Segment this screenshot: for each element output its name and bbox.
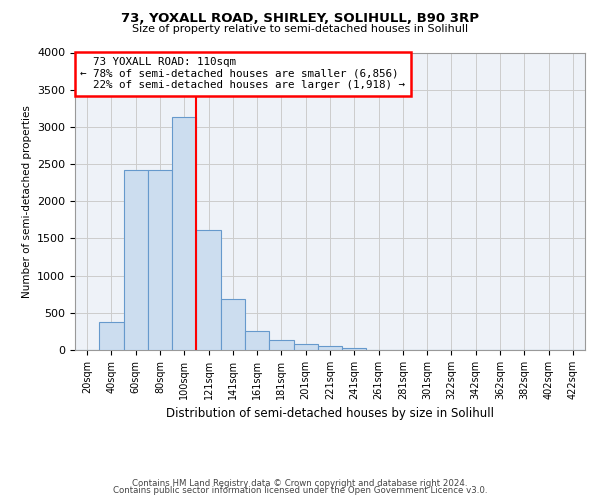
Bar [99,322,124,350]
Text: Size of property relative to semi-detached houses in Solihull: Size of property relative to semi-detach… [132,24,468,34]
Bar [221,300,245,350]
Bar [124,170,148,350]
Text: Contains public sector information licensed under the Open Government Licence v3: Contains public sector information licen… [113,486,487,495]
Bar [318,346,342,350]
Bar [342,348,367,350]
Text: 73 YOXALL ROAD: 110sqm
← 78% of semi-detached houses are smaller (6,856)
  22% o: 73 YOXALL ROAD: 110sqm ← 78% of semi-det… [80,57,405,90]
Text: 73, YOXALL ROAD, SHIRLEY, SOLIHULL, B90 3RP: 73, YOXALL ROAD, SHIRLEY, SOLIHULL, B90 … [121,12,479,26]
Bar [269,340,293,350]
Y-axis label: Number of semi-detached properties: Number of semi-detached properties [22,105,32,298]
Bar [245,330,269,350]
Bar [196,230,221,350]
X-axis label: Distribution of semi-detached houses by size in Solihull: Distribution of semi-detached houses by … [166,408,494,420]
Bar [148,170,172,350]
Text: Contains HM Land Registry data © Crown copyright and database right 2024.: Contains HM Land Registry data © Crown c… [132,478,468,488]
Bar [293,344,318,350]
Bar [172,117,196,350]
